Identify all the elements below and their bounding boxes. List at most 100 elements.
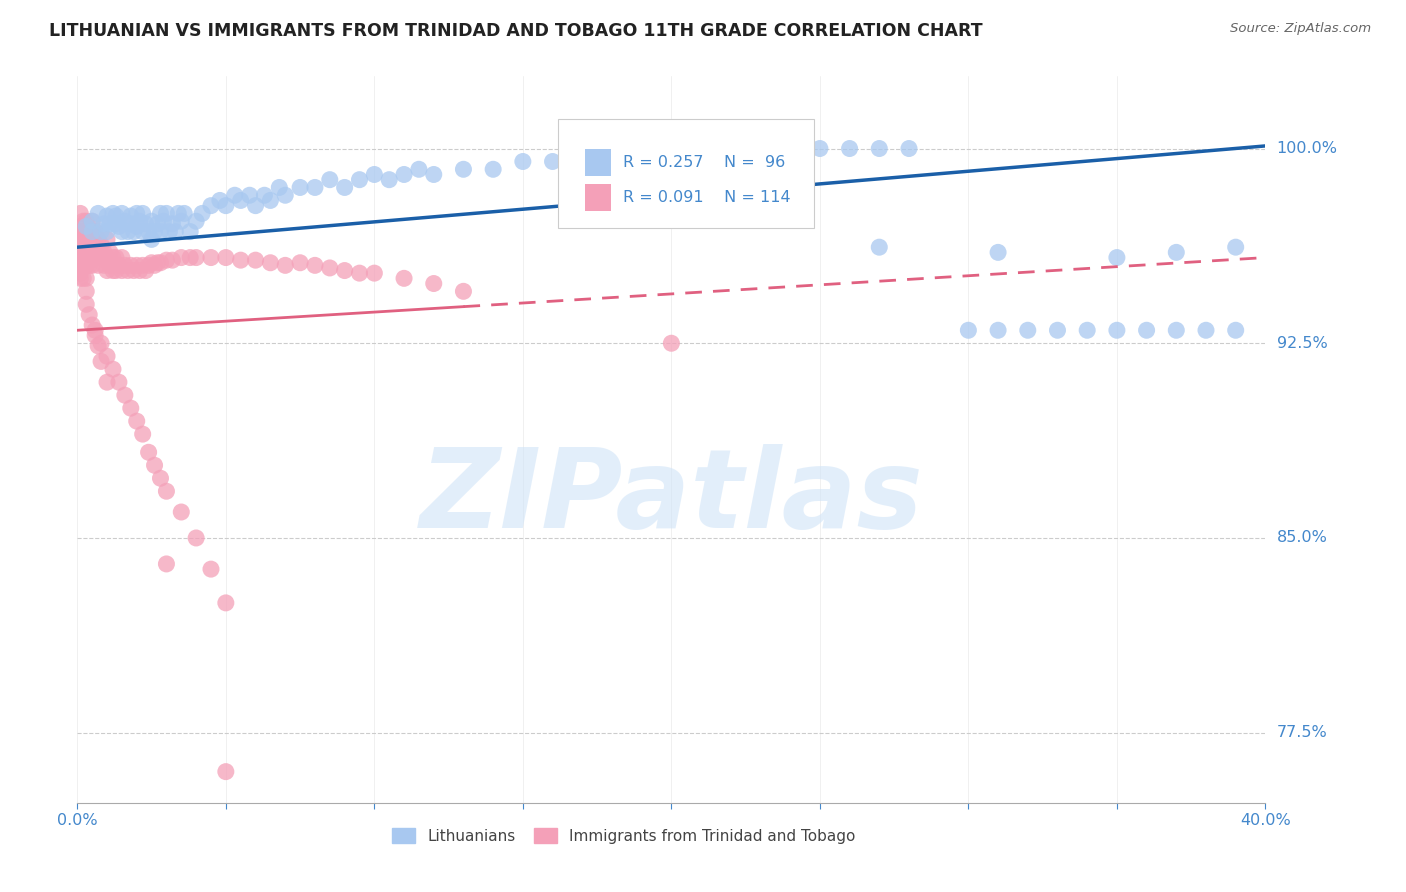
Point xyxy=(333,180,356,194)
Point xyxy=(96,251,118,265)
Point xyxy=(104,263,127,277)
Point xyxy=(90,237,112,252)
Point xyxy=(82,258,104,272)
Point xyxy=(141,256,163,270)
Point xyxy=(288,256,311,270)
Point xyxy=(319,172,342,186)
Point xyxy=(630,142,652,156)
Point xyxy=(131,258,153,272)
Point xyxy=(96,232,118,246)
Point xyxy=(200,562,222,576)
Point xyxy=(571,146,593,161)
Point xyxy=(77,225,100,239)
Text: R = 0.257    N =  96: R = 0.257 N = 96 xyxy=(623,155,785,170)
Point xyxy=(200,199,222,213)
Point xyxy=(104,217,127,231)
Point xyxy=(170,214,193,228)
Point xyxy=(131,427,153,442)
Point xyxy=(125,206,148,220)
Point xyxy=(245,253,267,268)
Point xyxy=(120,217,142,231)
Point xyxy=(69,258,91,272)
Point xyxy=(98,217,121,231)
Legend: Lithuanians, Immigrants from Trinidad and Tobago: Lithuanians, Immigrants from Trinidad an… xyxy=(387,822,862,850)
Point xyxy=(72,271,94,285)
Point xyxy=(1195,323,1218,337)
Point xyxy=(215,251,238,265)
Point xyxy=(600,146,623,161)
Point xyxy=(101,206,124,220)
Point xyxy=(149,256,172,270)
Point xyxy=(541,154,564,169)
Text: 92.5%: 92.5% xyxy=(1277,335,1327,351)
Y-axis label: 11th Grade: 11th Grade xyxy=(0,396,7,483)
Point xyxy=(96,349,118,363)
Point xyxy=(117,225,139,239)
Point xyxy=(1105,323,1128,337)
Point xyxy=(93,258,115,272)
Point xyxy=(165,225,187,239)
Point xyxy=(114,258,136,272)
Point xyxy=(75,258,97,272)
Point xyxy=(82,225,104,239)
Point xyxy=(422,168,444,182)
Text: R = 0.091    N = 114: R = 0.091 N = 114 xyxy=(623,190,790,205)
Point xyxy=(215,199,238,213)
Point xyxy=(87,206,110,220)
Point xyxy=(75,225,97,239)
Point xyxy=(987,323,1010,337)
Point xyxy=(1135,323,1157,337)
Point xyxy=(179,251,201,265)
Point xyxy=(146,256,169,270)
Point xyxy=(131,206,153,220)
Point xyxy=(259,256,281,270)
Text: 100.0%: 100.0% xyxy=(1277,141,1337,156)
Point xyxy=(155,484,177,499)
Point xyxy=(191,206,214,220)
Text: ZIPatlas: ZIPatlas xyxy=(419,444,924,551)
Point xyxy=(152,214,174,228)
Point xyxy=(868,142,890,156)
Point xyxy=(319,260,342,275)
FancyBboxPatch shape xyxy=(585,149,610,177)
Point xyxy=(482,162,505,177)
Point xyxy=(101,251,124,265)
Point xyxy=(720,142,742,156)
Point xyxy=(75,297,97,311)
Point xyxy=(87,339,110,353)
Point xyxy=(274,188,297,202)
Point xyxy=(108,375,131,389)
Point xyxy=(77,245,100,260)
Point xyxy=(898,142,921,156)
Point xyxy=(87,258,110,272)
Point xyxy=(215,596,238,610)
Point xyxy=(69,245,91,260)
Point xyxy=(90,251,112,265)
Point xyxy=(269,180,291,194)
Point xyxy=(141,214,163,228)
Point xyxy=(392,168,415,182)
Point xyxy=(84,328,107,343)
Point xyxy=(87,245,110,260)
Point xyxy=(128,263,150,277)
Point xyxy=(288,180,311,194)
Point xyxy=(138,258,160,272)
Point xyxy=(82,245,104,260)
Point xyxy=(138,445,160,459)
Point xyxy=(98,258,121,272)
Point xyxy=(155,557,177,571)
Point xyxy=(1017,323,1039,337)
Point xyxy=(69,266,91,280)
Point xyxy=(84,251,107,265)
Point xyxy=(245,199,267,213)
Point xyxy=(82,318,104,332)
Point xyxy=(101,362,124,376)
Point xyxy=(84,323,107,337)
Point xyxy=(1225,240,1247,254)
Point xyxy=(69,219,91,234)
Point xyxy=(167,206,190,220)
Point xyxy=(96,225,118,239)
Point xyxy=(111,251,134,265)
Point xyxy=(75,271,97,285)
Point xyxy=(162,217,184,231)
